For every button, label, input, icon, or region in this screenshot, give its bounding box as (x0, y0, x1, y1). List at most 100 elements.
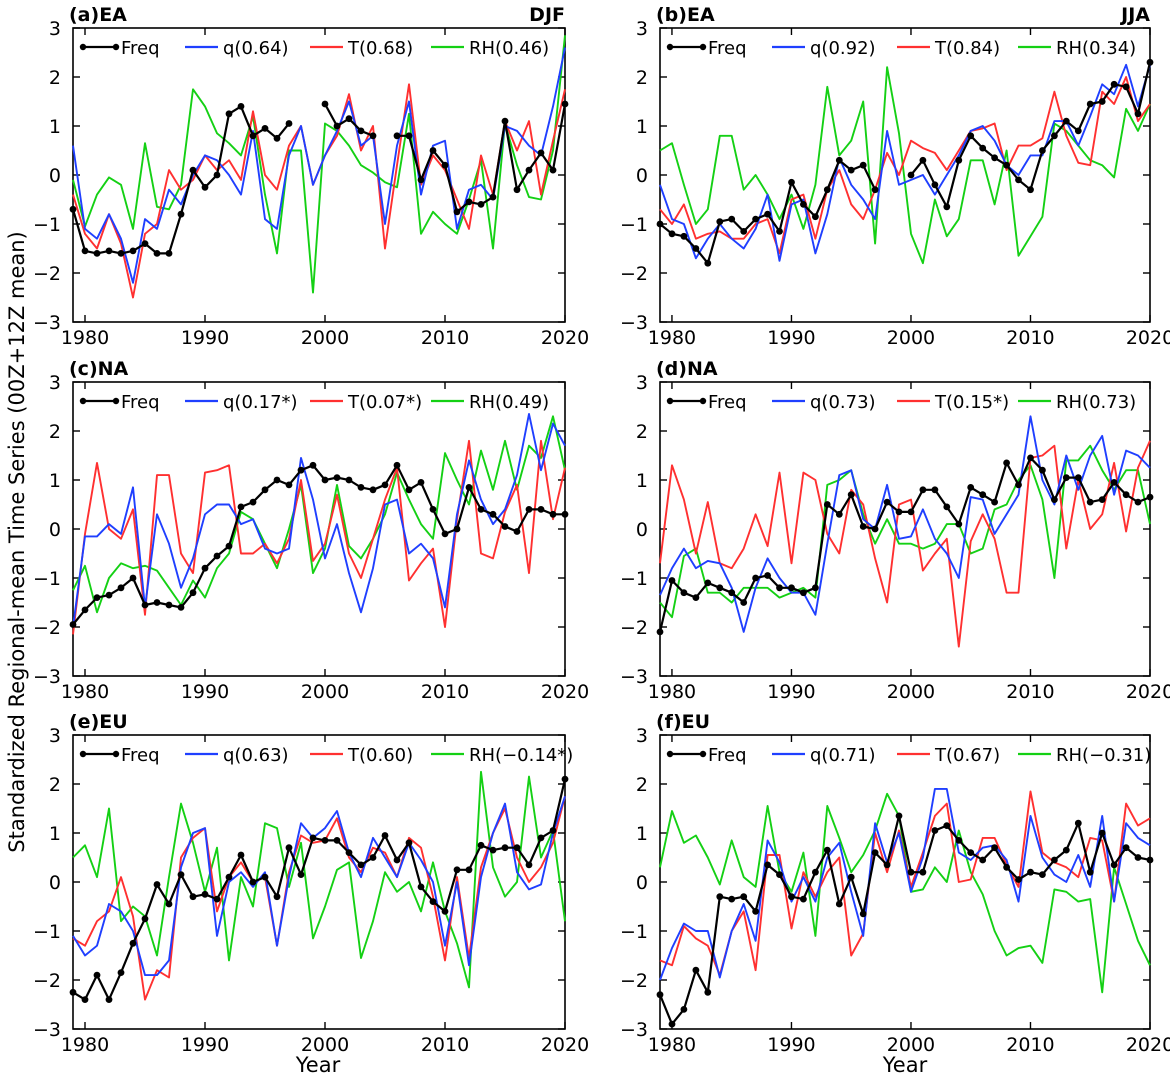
freq-point (979, 144, 987, 152)
freq-point (1051, 856, 1058, 864)
y-tick-label: 0 (636, 165, 648, 187)
freq-point (81, 247, 89, 255)
freq-point (93, 971, 101, 979)
x-axis-title-right: Year (882, 1053, 928, 1076)
freq-point (333, 122, 341, 130)
freq-point (129, 247, 137, 255)
freq-point (1062, 846, 1070, 854)
panel-label: (c)NA (69, 358, 129, 380)
freq-point (441, 530, 449, 538)
freq-point (1051, 496, 1058, 503)
freq-point (1074, 819, 1082, 827)
freq-point (177, 871, 185, 878)
x-tick-label: 2020 (541, 327, 589, 349)
freq-point (165, 900, 173, 908)
legend-label-freq: Freq (708, 38, 747, 59)
freq-point (764, 210, 771, 218)
freq-point (776, 871, 783, 878)
y-tick-label: −1 (33, 921, 61, 943)
freq-point (465, 198, 473, 206)
freq-point (309, 834, 317, 842)
freq-point (201, 183, 209, 191)
freq-point (213, 895, 221, 903)
freq-point (453, 525, 461, 533)
x-tick-label: 2020 (541, 1034, 589, 1056)
freq-point (883, 498, 891, 506)
freq-point (919, 486, 927, 494)
x-tick-label: 1980 (648, 1034, 696, 1056)
freq-point (955, 520, 963, 528)
y-tick-label: 1 (49, 823, 61, 845)
freq-point (991, 844, 998, 852)
freq-point (1146, 493, 1154, 501)
series-line-t (659, 790, 1151, 977)
freq-point (907, 508, 915, 516)
freq-point (477, 201, 485, 208)
freq-point (1086, 498, 1094, 506)
panel-3: −3 −2 −1 0 1 2 3 1980 1990 2000 2010 2020 (c)NA Freq q… (33, 358, 589, 703)
freq-point (165, 250, 173, 257)
freq-point (752, 908, 759, 915)
freq-point (1122, 844, 1130, 852)
legend-label-t: T(0.84) (934, 38, 1000, 59)
legend-label-freq: Freq (708, 392, 747, 413)
freq-point (297, 871, 305, 878)
freq-point (561, 100, 569, 108)
y-tick-label: −1 (620, 921, 648, 943)
freq-point (740, 228, 748, 235)
freq-point (776, 584, 783, 592)
series-line-t (659, 440, 1151, 648)
freq-point (285, 120, 293, 127)
series-line-t (72, 796, 566, 1001)
y-tick-label: 0 (49, 872, 61, 894)
y-tick-label: 0 (49, 519, 61, 541)
freq-point (489, 510, 497, 518)
freq-point (225, 110, 233, 118)
freq-point (417, 479, 425, 486)
x-tick-label: 1990 (767, 1034, 815, 1056)
y-tick-label: 3 (49, 18, 61, 40)
freq-point (405, 486, 413, 494)
legend-marker (79, 43, 87, 51)
legend-label-freq: Freq (121, 745, 160, 766)
freq-point (764, 861, 771, 869)
legend-label-rh: RH(0.73) (1056, 392, 1136, 413)
freq-point (261, 486, 269, 494)
freq-point (213, 171, 221, 179)
season-label: DJF (529, 4, 565, 26)
freq-point (895, 812, 903, 820)
x-tick-label: 2010 (1006, 327, 1054, 349)
freq-point (417, 883, 425, 891)
x-tick-label: 1980 (61, 1034, 109, 1056)
freq-point (668, 577, 676, 584)
freq-point (1003, 863, 1010, 871)
panel-label: (d)NA (656, 358, 718, 380)
legend-label-q: q(0.73) (810, 392, 876, 413)
freq-point (153, 599, 161, 606)
freq-point (907, 171, 915, 179)
freq-point (201, 890, 209, 898)
freq-point (249, 498, 257, 506)
x-tick-label: 2010 (421, 1034, 469, 1056)
panel-label: (a)EA (69, 4, 127, 26)
legend-label-rh: RH(−0.14*) (469, 745, 573, 766)
freq-point (692, 245, 700, 252)
freq-point (357, 484, 365, 491)
y-tick-label: −3 (620, 1019, 648, 1041)
freq-point (967, 849, 975, 856)
series-line-rh (72, 35, 566, 294)
x-tick-label: 2000 (887, 681, 935, 703)
x-tick-label: 2010 (1006, 1034, 1054, 1056)
x-tick-label: 1990 (767, 327, 815, 349)
freq-point (321, 837, 329, 844)
x-tick-label: 2020 (541, 681, 589, 703)
x-tick-label: 2020 (1126, 681, 1170, 703)
legend-label-t: T(0.68) (347, 38, 413, 59)
freq-point (81, 996, 89, 1003)
legend-marker (79, 750, 87, 758)
series-line-t (72, 83, 566, 299)
legend-label-freq: Freq (121, 38, 160, 59)
freq-point (237, 851, 245, 859)
freq-point (656, 628, 664, 636)
freq-point (561, 510, 569, 518)
